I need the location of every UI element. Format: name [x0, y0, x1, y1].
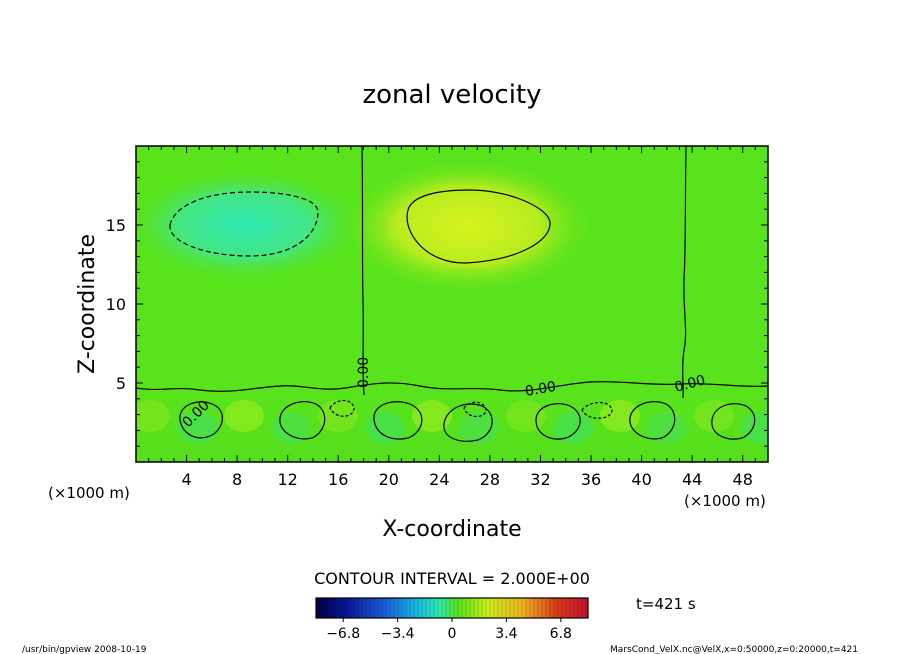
colorbar-gradient: [315, 597, 589, 619]
x-tick-label: 28: [480, 470, 500, 489]
x-tick-label: 12: [278, 470, 298, 489]
zero-contour-label-4: 0.00: [673, 372, 707, 396]
y-tick-label: 15: [106, 216, 126, 235]
boundary-layer-cell: [177, 412, 217, 444]
boundary-layer-cell-contour-6: [629, 401, 676, 440]
boundary-layer-cell-contour-4: [443, 403, 493, 442]
colorbar-stripes: [317, 599, 587, 617]
boundary-layer-cell: [271, 412, 311, 444]
x-tick-label: 32: [530, 470, 550, 489]
x-tick-label: 20: [379, 470, 399, 489]
zero-contour-label-1: 0.00: [356, 357, 372, 388]
zero-contour-label-3: 0.00: [524, 379, 557, 400]
boundary-layer-cell: [553, 412, 593, 444]
y-tick-label: 10: [106, 295, 126, 314]
chart-title: zonal velocity: [362, 80, 541, 110]
zero-contour-right: [682, 146, 687, 399]
colorbar: −6.8 −3.4 0 3.4 6.8: [315, 597, 589, 642]
boundary-layer-cell: [136, 400, 170, 432]
boundary-layer-cell: [412, 400, 452, 432]
time-label: t=421 s: [636, 595, 696, 613]
colorbar-tick-label: 3.4: [495, 626, 517, 642]
boundary-layer-cells: [136, 400, 768, 444]
x-axis-title: X-coordinate: [382, 517, 521, 542]
boundary-layer-cell: [741, 412, 768, 444]
zero-contour-left: [361, 146, 365, 396]
x-unit-left-label: (×1000 m): [48, 484, 130, 502]
contour-interval-caption: CONTOUR INTERVAL = 2.000E+00: [314, 569, 590, 588]
positive-cell-fill: [338, 156, 598, 296]
x-tick-label: 40: [631, 470, 651, 489]
boundary-layer-cell-contour-3: [373, 401, 423, 440]
y-tick-label: 5: [116, 374, 126, 393]
boundary-layer-contour: [136, 381, 768, 392]
x-tick-label: 24: [429, 470, 449, 489]
small-negative-contour-2: [463, 401, 487, 418]
colorbar-ticks: −6.8 −3.4 0 3.4 6.8: [326, 618, 572, 642]
boundary-layer-cell: [600, 400, 640, 432]
boundary-layer-cell-contour-1: [179, 401, 223, 439]
colorbar-tick-label: 0: [448, 626, 457, 642]
footer-left: /usr/bin/gpview 2008-10-19: [22, 645, 147, 654]
boundary-layer-cell: [506, 400, 546, 432]
x-tick-label: 44: [682, 470, 702, 489]
negative-cell-fill: [136, 167, 365, 283]
positive-cell-contour: [406, 189, 551, 264]
boundary-layer-cell: [647, 412, 687, 444]
x-tick-label: 4: [181, 470, 191, 489]
boundary-layer-cell: [694, 400, 734, 432]
contour-lines: [136, 146, 768, 442]
boundary-layer-cell: [459, 412, 499, 444]
x-tick-label: 16: [328, 470, 348, 489]
boundary-layer-cell-contour-2: [279, 401, 326, 440]
colorbar-tick-label: 6.8: [550, 626, 572, 642]
x-tick-label: 8: [232, 470, 242, 489]
x-unit-right-label: (×1000 m): [684, 492, 766, 510]
negative-cell-contour: [169, 191, 319, 257]
x-tick-label: 36: [581, 470, 601, 489]
x-tick-label: 48: [733, 470, 753, 489]
boundary-layer-cell-contour-7: [711, 403, 756, 440]
colorbar-tick-label: −6.8: [326, 626, 360, 642]
velocity-field: 0.00 0.00 0.00 0.00: [136, 146, 768, 462]
boundary-layer-cell: [318, 400, 358, 432]
small-negative-contour-3: [581, 401, 613, 419]
y-axis-ticks: 5 10 15: [106, 161, 768, 447]
small-negative-contour-1: [329, 399, 355, 417]
boundary-layer-cell: [365, 412, 405, 444]
x-axis-ticks: 4 8 12 16 20 24 28 32 36 40 44 48: [148, 146, 756, 489]
colorbar-tick-label: −3.4: [381, 626, 415, 642]
y-axis-title: Z-coordinate: [75, 234, 100, 374]
boundary-layer-cell: [224, 400, 264, 432]
boundary-layer-cell-contour-5: [535, 403, 581, 440]
footer-right: MarsCond_VelX.nc@VelX,x=0:50000,z=0:2000…: [610, 645, 858, 654]
